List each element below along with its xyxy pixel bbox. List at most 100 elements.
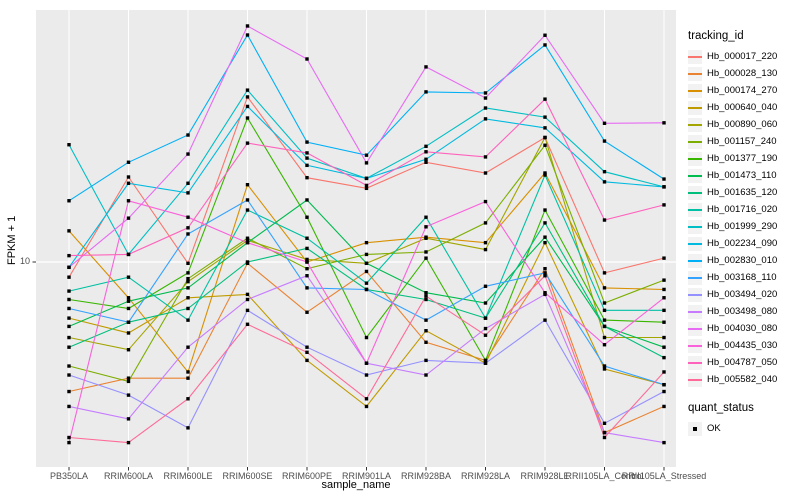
data-point [662,382,666,387]
data-point [364,176,369,181]
data-point [245,198,250,202]
data-point [364,335,369,340]
legend-key-point [688,421,702,436]
data-point [602,301,607,305]
data-point [305,260,309,264]
data-point [67,345,71,349]
data-point [424,329,428,333]
data-point [126,299,131,303]
data-point [662,355,666,360]
data-point [186,191,190,195]
data-point [662,121,666,125]
data-point [662,404,666,409]
data-point [126,275,131,279]
data-point [67,229,71,233]
data-point [543,143,547,147]
legend-item: Hb_003498_080 [688,303,798,320]
data-point [305,156,309,160]
legend-item: Hb_005582_040 [688,371,798,388]
data-point [364,287,369,292]
data-point [483,106,488,110]
legend-item-label: Hb_001999_290 [707,221,778,232]
legend-item: Hb_001473_110 [688,167,798,184]
data-point [483,333,488,337]
data-point [305,358,309,363]
data-point [543,266,547,271]
data-point [186,271,190,275]
legend-item: Hb_003168_110 [688,269,798,286]
data-point [424,318,428,322]
legend-key-line [688,287,702,302]
line-swatch-icon [688,225,702,228]
data-point [364,269,369,274]
line-swatch-icon [688,123,702,126]
legend-item-label: Hb_000640_040 [707,102,778,113]
legend-title-tracking-id: tracking_id [688,30,744,42]
data-point [245,24,250,28]
legend-title-quant-status: quant_status [688,402,754,414]
x-tick-label: RRIM600PE [281,471,333,481]
legend-key-line [688,66,702,81]
square-point-icon [693,426,697,431]
data-point [662,345,666,349]
data-point [364,261,369,266]
data-point [67,265,71,270]
data-point [602,218,607,222]
data-point [245,88,250,92]
data-point [67,143,71,147]
data-point [424,90,428,94]
data-point [364,397,369,401]
data-point [126,376,131,380]
legend-key-line [688,100,702,115]
legend-item-label: Hb_005582_040 [707,374,778,385]
data-point [543,318,547,322]
data-point [424,157,428,161]
data-point [245,260,250,264]
x-tick-label: RRII105LA_Control [565,471,644,481]
data-point [543,271,547,275]
line-swatch-icon [688,140,702,143]
data-point [662,389,666,394]
data-point [483,358,488,363]
data-point [305,140,309,144]
legend-key-line [688,202,702,217]
data-point [186,426,190,430]
data-point [602,180,607,184]
data-point [67,373,71,377]
data-point [245,95,250,99]
line-swatch-icon [688,378,702,381]
legend-item: Hb_001999_290 [688,218,798,235]
data-point [126,296,131,300]
legend-item: Hb_000640_040 [688,99,798,116]
line-swatch-icon [688,327,702,330]
data-point [245,236,250,240]
data-point [305,236,309,240]
data-point [662,335,666,340]
data-point [245,297,250,302]
data-point [543,33,547,37]
data-point [126,393,131,397]
x-tick-label: RRIM600LE [163,471,213,481]
data-point [67,275,71,279]
data-point [305,274,309,278]
data-point [305,310,309,314]
data-point [483,155,488,159]
data-point [602,343,607,347]
data-point [602,364,607,368]
y-axis-title: FPKM + 1 [6,215,18,265]
data-point [424,144,428,149]
legend-item: Hb_000017_220 [688,48,798,65]
data-point [602,121,607,125]
data-point [602,421,607,425]
legend-item: Hb_000028_130 [688,65,798,82]
data-point [305,198,309,202]
legend-item-label: Hb_001157_240 [707,136,777,147]
x-tick-label: RRIM600SE [222,471,273,481]
data-point [483,247,488,252]
data-point [483,199,488,204]
legend-key-line [688,49,702,64]
data-point [483,284,488,288]
data-point [186,215,190,219]
data-point [126,320,131,324]
